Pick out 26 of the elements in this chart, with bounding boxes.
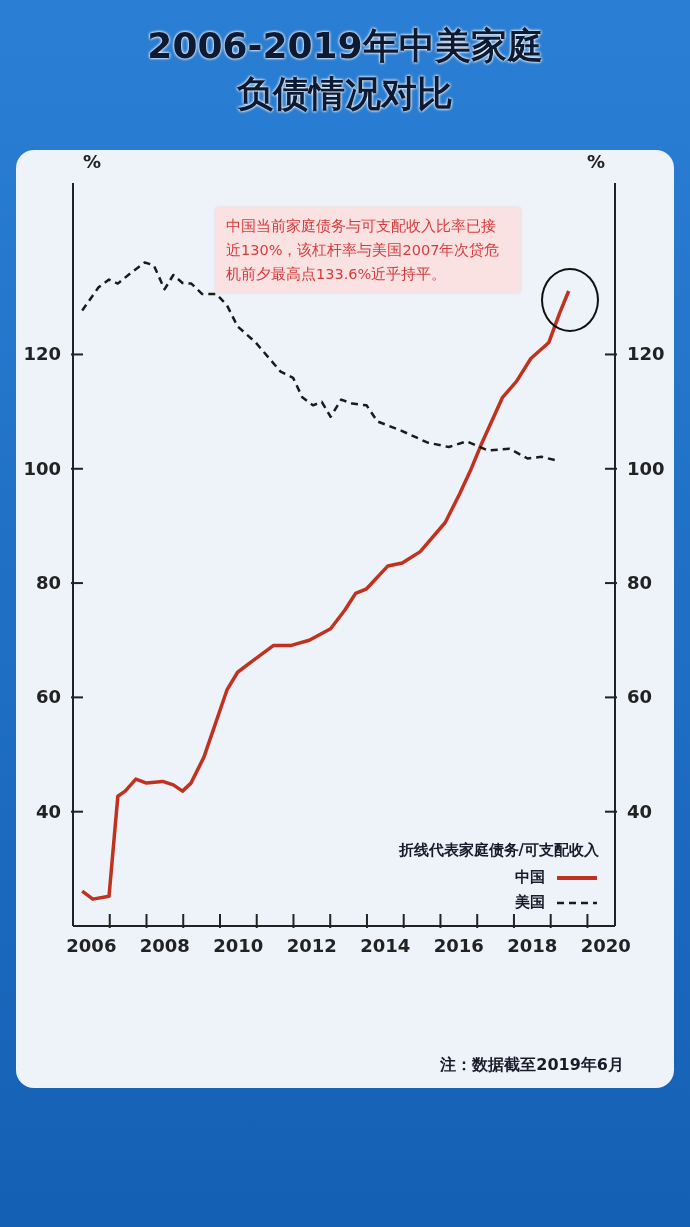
x-tick-label: 2010 bbox=[213, 935, 264, 956]
y-tick-label: 60 bbox=[35, 686, 61, 708]
y2-tick-label: 100 bbox=[627, 457, 665, 479]
x-tick-label: 2020 bbox=[580, 935, 631, 956]
y-tick-label: 120 bbox=[23, 343, 61, 365]
y2-tick-label: 120 bbox=[627, 343, 665, 365]
y2-tick-label: 80 bbox=[627, 572, 653, 594]
y-tick-label: 100 bbox=[23, 457, 61, 479]
text: 注：数据截至2019年6月 bbox=[440, 1055, 624, 1076]
legend-title: 折线代表家庭债务/可支配收入 bbox=[397, 841, 599, 860]
legend-label: 中国 bbox=[515, 868, 545, 887]
x-tick-label: 2014 bbox=[360, 935, 411, 956]
x-tick-label: 2018 bbox=[507, 935, 558, 956]
x-tick-label: 2008 bbox=[139, 935, 190, 956]
y2-axis-title: % bbox=[587, 150, 606, 172]
y-tick-label: 80 bbox=[35, 572, 61, 594]
y-axis-title: % bbox=[82, 150, 101, 172]
y-tick-label: 40 bbox=[35, 800, 61, 822]
legend-label: 美国 bbox=[515, 893, 545, 912]
annotation: 中国当前家庭债务与可支配收入比率已接近130%，该杠杆率与美国2007年次贷危机前夕最高点133.6%近乎持平。 bbox=[216, 208, 520, 292]
x-tick-label: 2016 bbox=[433, 935, 484, 956]
x-tick-label: 2012 bbox=[286, 935, 337, 956]
y2-tick-label: 40 bbox=[627, 800, 653, 822]
chart-title: 2006-2019年中美家庭负债情况对比 bbox=[146, 24, 544, 116]
x-tick-label: 2006 bbox=[66, 935, 117, 956]
y2-tick-label: 60 bbox=[627, 686, 653, 708]
